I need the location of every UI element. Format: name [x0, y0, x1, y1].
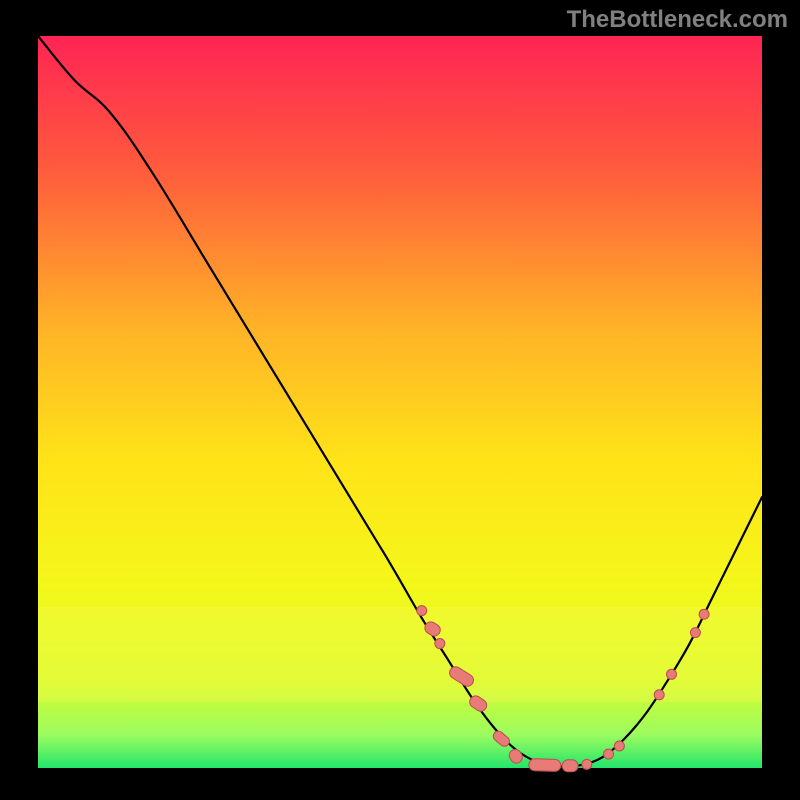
highlight-band: [38, 607, 762, 702]
marker-point: [654, 690, 664, 700]
marker-point: [417, 606, 427, 616]
chart-root: TheBottleneck.com: [0, 0, 800, 800]
marker-point: [582, 759, 592, 769]
marker-point: [604, 749, 614, 759]
watermark-text: TheBottleneck.com: [567, 6, 788, 34]
marker-point: [690, 628, 700, 638]
marker-point: [614, 741, 624, 751]
marker-point: [435, 639, 445, 649]
chart-svg: [0, 0, 800, 800]
marker-point: [667, 669, 677, 679]
marker-point: [529, 759, 561, 772]
marker-point: [562, 760, 578, 772]
marker-point: [699, 609, 709, 619]
